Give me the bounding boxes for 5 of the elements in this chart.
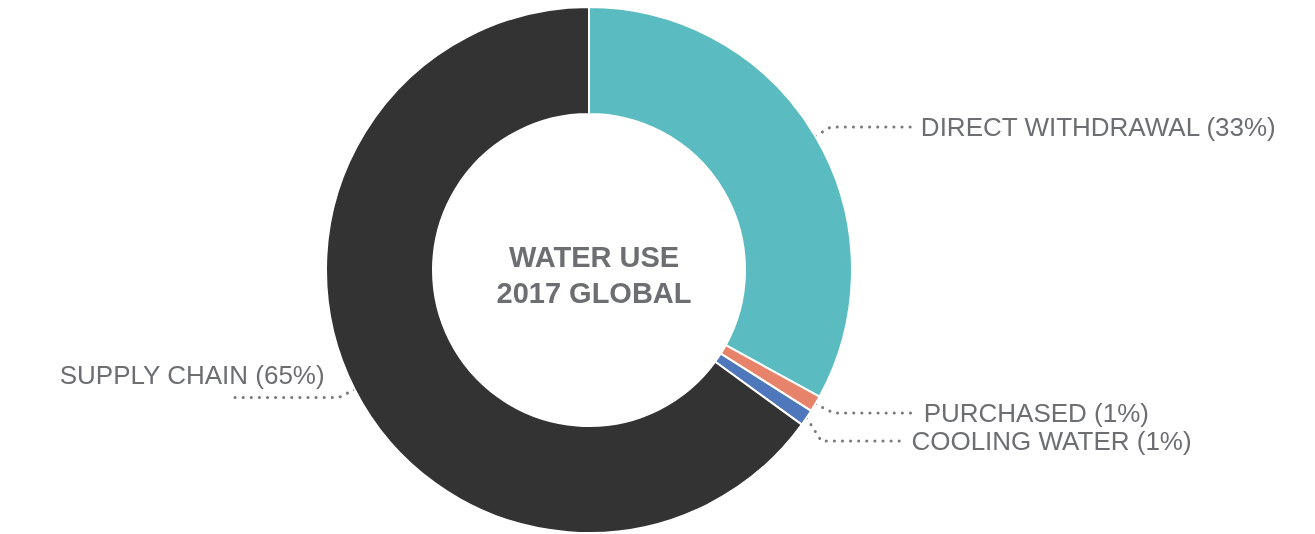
slice-label: COOLING WATER (1%) bbox=[911, 426, 1192, 457]
slice-label: SUPPLY CHAIN (65%) bbox=[59, 359, 325, 390]
slice-label: DIRECT WITHDRAWAL (33%) bbox=[920, 111, 1276, 142]
text: WATER USE 2017 GLOBAL bbox=[496, 241, 692, 309]
slice-label: PURCHASED (1%) bbox=[923, 398, 1149, 429]
